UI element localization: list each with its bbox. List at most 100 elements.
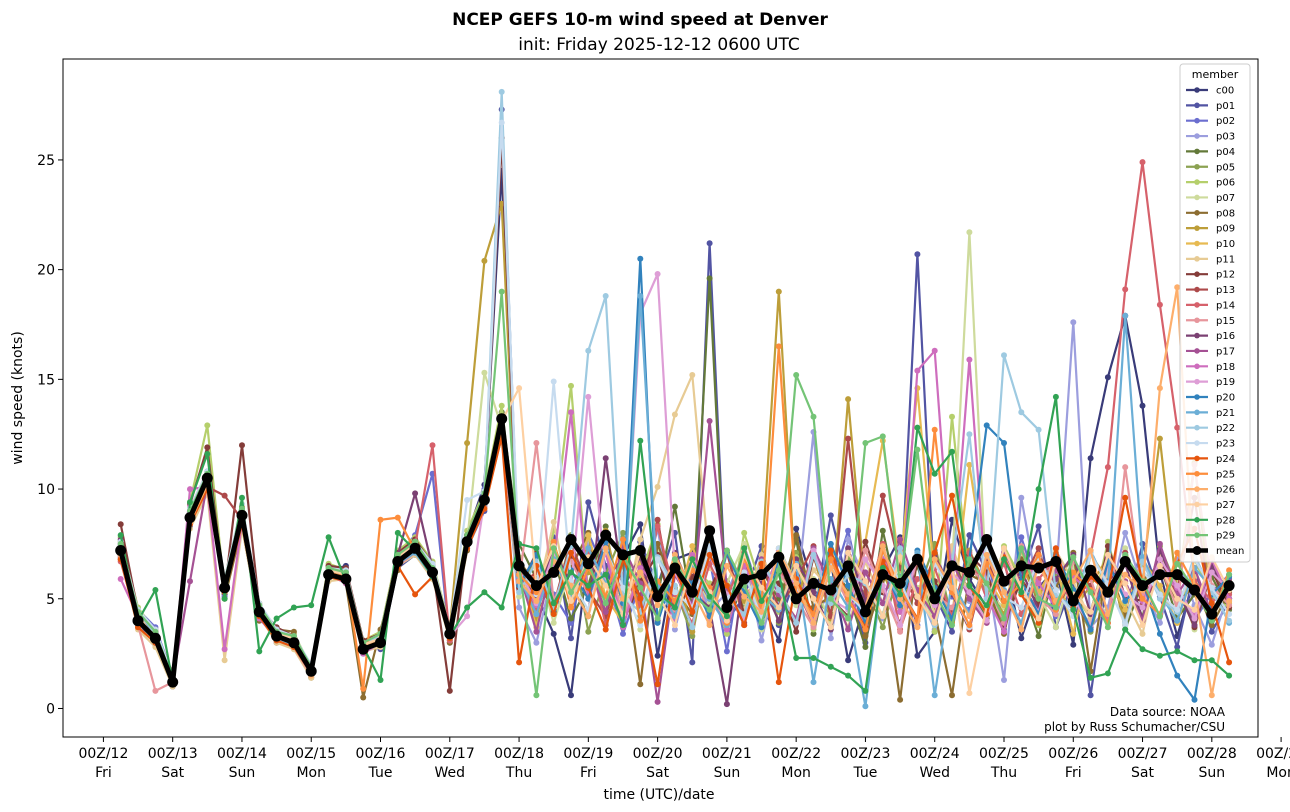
member-p28-point [1174,648,1181,655]
legend: member c00 p01 p02 p03 p04 p05 p06 p07 p08 p09 p10… [1179,63,1251,563]
mean-point [1119,556,1131,567]
member-p27-point [602,582,609,589]
member-p17-point [897,536,904,543]
member-p13-point [1035,545,1042,552]
member-p03-point [758,637,765,644]
member-p29-point [637,584,644,591]
legend-item-p20: p20 [1186,393,1235,404]
legend-marker [1194,179,1200,185]
legend-label: p05 [1216,162,1235,173]
member-p22-point [1226,617,1233,624]
member-p29-point [1001,615,1007,622]
legend-marker [1194,225,1200,231]
series-layer [115,88,1235,710]
legend-marker [1194,286,1200,293]
member-p18-point [897,608,904,615]
legend-item-p05: p05 [1186,162,1235,173]
member-p29-point [654,615,661,622]
member-p14-point [1139,159,1146,166]
legend-marker [1194,440,1200,446]
mean-point [236,509,248,521]
member-p28-point [308,602,315,609]
member-p11-point [221,657,228,664]
member-p01-point [568,635,574,642]
member-p28-point [810,655,817,661]
legend-item-p13: p13 [1186,285,1235,296]
mean-point [1223,580,1235,592]
member-p26-point [533,598,540,604]
member-p20-point [1156,630,1163,637]
member-p05-point [585,628,592,635]
mean-point [686,586,698,598]
x-tick-label: 00Z/19 [563,746,613,762]
member-p26-point [1122,571,1129,578]
member-p18-point [723,626,730,633]
legend-label: p14 [1216,300,1235,311]
mean-point [617,549,629,561]
member-p06-point [741,529,748,536]
legend-marker [1194,455,1200,462]
x-tick-label: 00Z/28 [1187,746,1237,762]
member-c00-point [1104,374,1111,381]
legend-item-p18: p18 [1186,362,1235,373]
mean-point [669,562,681,574]
member-p29-point [879,433,886,440]
member-p29-point [723,547,730,554]
x-tick-label: 00Z/17 [425,746,475,762]
member-p29-point [533,692,540,699]
member-p28-point [204,451,211,457]
member-p26-point [723,562,730,569]
y-tick-label: 15 [37,372,55,388]
mean-point [340,573,352,585]
member-p27-point [1001,545,1007,552]
x-tick-day-label: Mon [781,765,811,781]
member-c00-point [550,630,557,637]
x-tick-day-label: Wed [435,765,466,781]
member-p03-point [1001,677,1007,683]
member-p16-point [723,701,730,708]
member-p21-point [533,611,540,618]
member-p07-point [1052,624,1059,631]
x-tick-label: 00Z/26 [1048,746,1098,762]
member-c00-point [1139,402,1146,409]
legend-item-p07: p07 [1186,193,1235,204]
member-p09-point [464,440,471,446]
member-p29-point [810,413,817,420]
member-p26-point [758,608,765,615]
mean-point [201,472,213,484]
member-p04-point [671,503,678,510]
member-c00-point [637,521,644,528]
member-p25-point [827,556,834,563]
member-p26-point [1018,626,1025,633]
member-p18-point [689,551,696,558]
member-p10-point [966,461,973,468]
member-p04-point [879,527,886,534]
legend-label: p29 [1216,531,1235,542]
member-p28-point [152,587,159,593]
legend-label: p10 [1216,239,1235,250]
member-p26-point [1226,598,1233,604]
member-p28-point [1001,556,1007,563]
member-p17-point [845,626,852,633]
y-tick-label: 10 [37,482,55,498]
member-p17-point [706,418,713,424]
legend-item-p10: p10 [1186,239,1235,250]
member-p14-point [1174,424,1181,431]
member-p16-point [775,617,782,624]
legend-item-p27: p27 [1186,500,1235,511]
member-p28-point [273,615,280,622]
member-p26-point [637,569,644,576]
member-p19-point [1191,615,1198,622]
x-tick-day-label: Tue [368,765,393,781]
member-p29-point [602,600,609,607]
member-p27-point [897,554,904,561]
member-p29-point [1052,604,1059,611]
member-p20-point [1191,696,1198,703]
member-p14-point [1156,301,1163,308]
legend-item-p28: p28 [1186,515,1235,526]
member-p25-point [966,622,973,629]
member-p18-point [914,367,921,374]
legend-box [1179,63,1251,563]
member-p28-point [914,424,921,431]
mean-point [409,542,421,554]
